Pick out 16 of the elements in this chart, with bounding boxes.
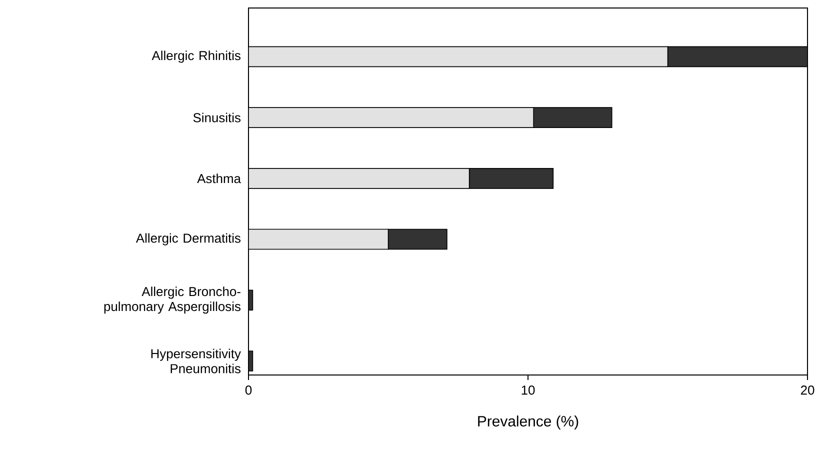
x-tick-label: 0 <box>245 386 252 395</box>
bar <box>248 46 668 68</box>
bar <box>468 168 554 189</box>
y-tick-label: Allergic Rhinitis <box>152 50 240 63</box>
x-tick-label: 10 <box>522 386 535 395</box>
bar <box>248 228 389 250</box>
bar <box>533 107 612 128</box>
y-tick-label: Sinusitis <box>193 112 241 122</box>
y-tick-label: Allergic Dermatitis <box>136 233 240 246</box>
x-axis-title: Prevalence (%) <box>478 416 578 430</box>
x-tick-label: 20 <box>800 386 814 395</box>
y-tick-label: Asthma <box>197 174 241 184</box>
bar <box>248 168 470 189</box>
y-tick-label: Hypersensitivity Pneumonitis <box>151 348 241 374</box>
bar <box>248 107 534 128</box>
y-tick-label: Allergic Broncho-pulmonary Aspergillosis <box>104 286 240 314</box>
